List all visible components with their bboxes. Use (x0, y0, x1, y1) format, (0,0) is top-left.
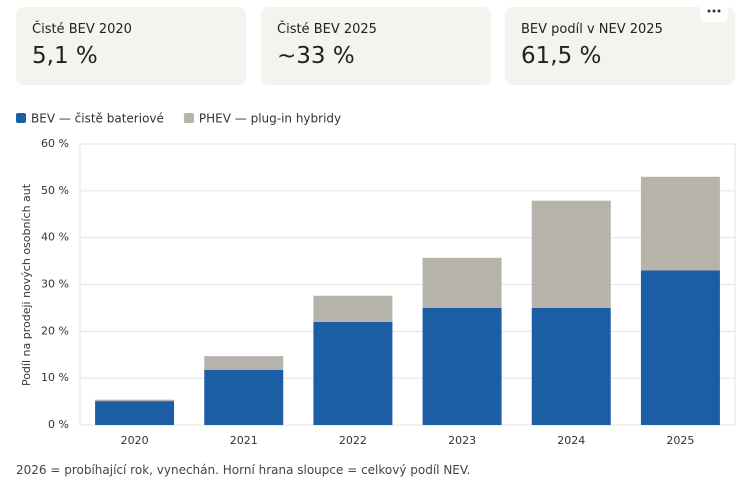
chart: Podíl na prodeji nových osobních aut BEV… (16, 112, 736, 447)
y-tick-label: 0 % (48, 418, 69, 431)
legend-label: PHEV — plug-in hybridy (199, 112, 341, 126)
bar-segment (422, 257, 502, 308)
bar-segment (95, 399, 175, 402)
bar-segment (313, 295, 393, 322)
stat-card: Čisté BEV 2020 5,1 % (16, 7, 246, 85)
bar-segment (640, 176, 720, 271)
legend-label: BEV — čistě bateriové (31, 112, 164, 126)
y-tick-label: 30 % (41, 278, 69, 291)
card-value: 5,1 % (32, 43, 98, 69)
y-tick-label: 50 % (41, 184, 69, 197)
card-label: Čisté BEV 2025 (277, 22, 377, 37)
legend-swatch (183, 113, 194, 123)
y-tick-label: 40 % (41, 231, 69, 244)
x-tick-label: 2022 (339, 434, 367, 447)
x-tick-label: 2023 (448, 434, 476, 447)
card-value: 61,5 % (521, 43, 602, 69)
x-tick-label: 2020 (121, 434, 149, 447)
bar-segment (313, 321, 393, 425)
menu-icon (707, 9, 721, 13)
menu-button[interactable] (700, 0, 728, 22)
y-axis-title: Podíl na prodeji nových osobních aut (20, 183, 33, 386)
bar-segment (531, 200, 611, 308)
y-tick-label: 60 % (41, 137, 69, 150)
bar-segment (204, 369, 284, 425)
bar-segment (640, 270, 720, 425)
y-tick-label: 20 % (41, 324, 69, 337)
stat-card: Čisté BEV 2025 ~33 % (261, 7, 491, 85)
legend-swatch (16, 113, 26, 123)
bar-segment (531, 307, 611, 425)
card-label: BEV podíl v NEV 2025 (521, 22, 663, 37)
card-value: ~33 % (277, 43, 355, 69)
bar-segment (95, 401, 175, 425)
footnote: 2026 = probíhající rok, vynechán. Horní … (16, 463, 471, 477)
x-tick-label: 2021 (230, 434, 258, 447)
y-tick-label: 10 % (41, 371, 69, 384)
card-label: Čisté BEV 2020 (32, 22, 132, 37)
bar-segment (204, 356, 284, 370)
x-tick-label: 2024 (557, 434, 585, 447)
x-tick-label: 2025 (666, 434, 694, 447)
bar-segment (422, 307, 502, 425)
stat-card: BEV podíl v NEV 2025 61,5 % (505, 7, 735, 85)
